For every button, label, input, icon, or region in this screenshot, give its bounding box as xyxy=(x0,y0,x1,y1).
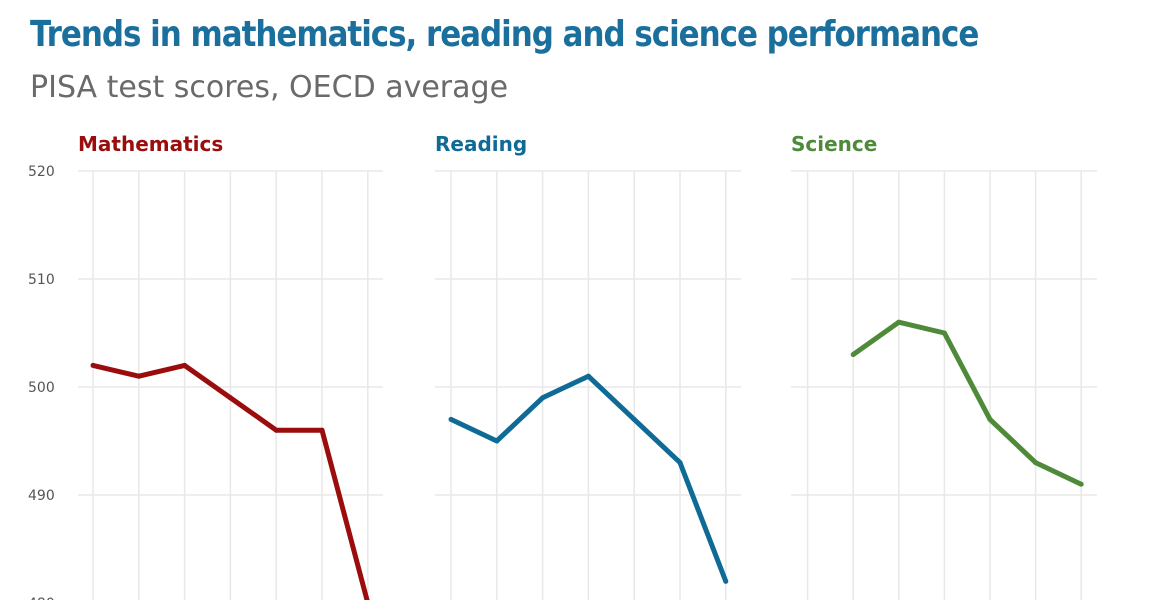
panel-title: Mathematics xyxy=(78,132,223,156)
data-point xyxy=(677,460,683,466)
data-point xyxy=(941,330,947,336)
data-point xyxy=(723,578,729,584)
data-point xyxy=(494,438,500,444)
y-tick-label: 500 xyxy=(28,380,55,396)
panel-title: Science xyxy=(791,132,877,156)
data-point xyxy=(227,395,233,401)
data-point xyxy=(448,416,454,422)
data-point xyxy=(136,373,142,379)
data-point xyxy=(896,319,902,325)
y-tick-label: 520 xyxy=(28,164,55,180)
panel-mathematics: Mathematics xyxy=(78,132,383,600)
data-point xyxy=(182,362,188,368)
data-point xyxy=(631,416,637,422)
data-point xyxy=(585,373,591,379)
chart-panels: Mathematics Reading Science xyxy=(78,132,1097,600)
chart-title: Trends in mathematics, reading and scien… xyxy=(30,14,979,55)
data-point xyxy=(319,427,325,433)
y-tick-label: 490 xyxy=(28,488,55,504)
panel-science: Science xyxy=(791,132,1097,600)
data-point xyxy=(273,427,279,433)
data-point xyxy=(90,362,96,368)
y-tick-label: 510 xyxy=(28,272,55,288)
y-axis: 520 510 500 490 480 xyxy=(28,164,55,600)
data-point xyxy=(1078,481,1084,487)
panel-title: Reading xyxy=(435,132,527,156)
data-point xyxy=(540,395,546,401)
y-tick-label: 480 xyxy=(28,596,55,600)
chart-subtitle: PISA test scores, OECD average xyxy=(30,70,509,105)
data-point xyxy=(987,416,993,422)
series-line-science xyxy=(851,319,1083,487)
data-point xyxy=(850,352,856,358)
data-point xyxy=(1033,460,1039,466)
panel-reading: Reading xyxy=(435,132,741,600)
